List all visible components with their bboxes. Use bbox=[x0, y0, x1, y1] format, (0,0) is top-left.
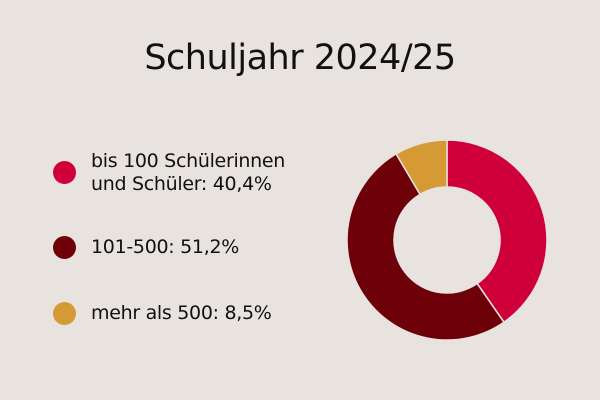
legend-label: 101-500: 51,2% bbox=[91, 236, 239, 258]
legend-label: bis 100 Schülerinnen und Schüler: 40,4% bbox=[91, 150, 285, 196]
legend-label-line1: bis 100 Schülerinnen bbox=[91, 150, 286, 172]
legend-dot-icon bbox=[53, 236, 76, 259]
legend-label: mehr als 500: 8,5% bbox=[91, 302, 272, 324]
donut-chart bbox=[346, 139, 548, 341]
chart-title: Schuljahr 2024/25 bbox=[144, 38, 456, 78]
legend-label-line2: und Schüler: 40,4% bbox=[91, 173, 272, 195]
legend-dot-icon bbox=[53, 161, 76, 184]
donut-segment bbox=[395, 139, 448, 196]
legend-dot-icon bbox=[53, 302, 76, 325]
donut-segment bbox=[446, 139, 548, 324]
legend-item-medium-schools: 101-500: 51,2% bbox=[53, 236, 239, 259]
donut-segment bbox=[346, 152, 505, 341]
legend-item-small-schools: bis 100 Schülerinnen und Schüler: 40,4% bbox=[53, 150, 285, 196]
legend-item-large-schools: mehr als 500: 8,5% bbox=[53, 302, 272, 325]
